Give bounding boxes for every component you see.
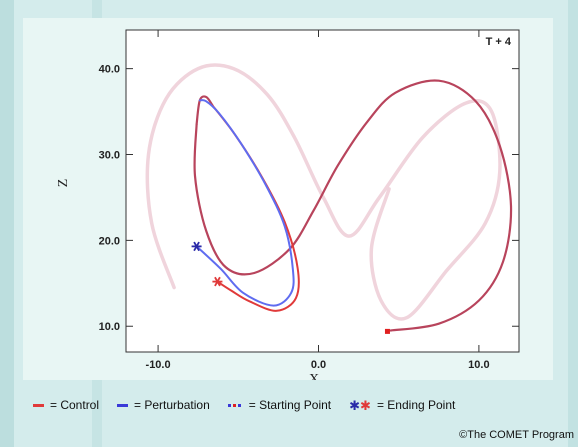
legend-label-start: = Starting Point (248, 398, 332, 412)
x-axis-label: X (309, 372, 319, 380)
star-stroke (214, 276, 221, 287)
chart-title: T + 4 (486, 36, 512, 48)
legend-item-control: = Control (33, 398, 99, 412)
end-control-star-marker (212, 276, 223, 287)
starting-point-marker (384, 328, 390, 334)
legend-label-perturbation: = Perturbation (134, 398, 210, 412)
end-perturbation-star-marker (191, 241, 202, 252)
lorenz-chart: T + 4 10.0 20.0 30.0 40.0 -10.0 0.0 10.0 Z X (56, 29, 520, 380)
y-tick-label: 10.0 (99, 321, 120, 333)
end-control-icon: ✱ (360, 397, 371, 413)
plot-panel: T + 4 10.0 20.0 30.0 40.0 -10.0 0.0 10.0 Z X (23, 18, 553, 380)
x-axis: -10.0 0.0 10.0 (146, 30, 490, 371)
legend: = Control = Perturbation = Starting Poin… (33, 394, 473, 416)
ending-point-swatch: ✱ ✱ (349, 399, 371, 412)
control-swatch (33, 403, 44, 407)
legend-item-perturbation: = Perturbation (117, 398, 210, 412)
star-stroke (193, 241, 200, 252)
y-tick-label: 30.0 (99, 150, 120, 162)
y-tick-label: 20.0 (99, 235, 120, 247)
y-axis: 10.0 20.0 30.0 40.0 (99, 64, 519, 333)
points-layer (191, 241, 390, 334)
end-perturbation-icon: ✱ (349, 397, 361, 413)
series-layer (145, 63, 513, 332)
x-tick-label: 0.0 (311, 359, 326, 371)
y-tick-label: 40.0 (99, 64, 120, 76)
background-stripe (0, 0, 14, 447)
copyright: ©The COMET Program (459, 429, 574, 441)
overlap-trajectory-line (195, 95, 214, 126)
x-tick-label: -10.0 (146, 359, 171, 371)
legend-label-control: = Control (50, 398, 100, 412)
perturbation-swatch (117, 403, 129, 407)
history-trajectory-line (145, 63, 502, 321)
starting-point-swatch (227, 403, 243, 407)
legend-item-start: = Starting Point (227, 398, 332, 412)
legend-item-end: ✱ ✱ = Ending Point (349, 398, 455, 412)
y-axis-label: Z (56, 179, 71, 188)
perturbation-trajectory-line (195, 99, 295, 307)
overlap-trajectory-line (193, 79, 513, 332)
background-stripe (568, 0, 578, 447)
legend-label-end: = Ending Point (376, 398, 456, 412)
x-tick-label: 10.0 (468, 359, 489, 371)
